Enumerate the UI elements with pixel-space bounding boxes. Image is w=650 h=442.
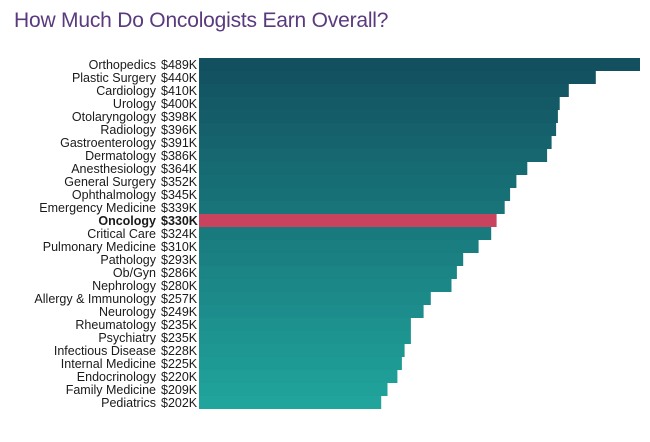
value-label-gastroenterology: $391K [161, 136, 198, 150]
bar-anesthesiology [199, 162, 528, 175]
category-label-infectious-disease: Infectious Disease [54, 344, 156, 358]
bar-allergy-immunology [199, 292, 431, 305]
bar-internal-medicine [199, 357, 402, 370]
bar-rheumatology [199, 318, 411, 331]
value-label-dermatology: $386K [161, 149, 198, 163]
category-label-nephrology: Nephrology [92, 279, 157, 293]
category-label-rheumatology: Rheumatology [75, 318, 156, 332]
category-label-critical-care: Critical Care [87, 227, 156, 241]
category-label-ophthalmology: Ophthalmology [72, 188, 157, 202]
bar-ophthalmology [199, 188, 511, 201]
value-label-cardiology: $410K [161, 84, 198, 98]
value-label-pathology: $293K [161, 253, 198, 267]
category-label-pulmonary-medicine: Pulmonary Medicine [43, 240, 156, 254]
value-label-pulmonary-medicine: $310K [161, 240, 198, 254]
value-label-infectious-disease: $228K [161, 344, 198, 358]
bar-oncology [199, 214, 497, 227]
category-label-anesthesiology: Anesthesiology [71, 162, 157, 176]
value-label-critical-care: $324K [161, 227, 198, 241]
value-label-ophthalmology: $345K [161, 188, 198, 202]
value-label-rheumatology: $235K [161, 318, 198, 332]
category-label-cardiology: Cardiology [96, 84, 157, 98]
value-label-allergy-immunology: $257K [161, 292, 198, 306]
category-label-general-surgery: General Surgery [64, 175, 156, 189]
value-label-endocrinology: $220K [161, 370, 198, 384]
category-label-family-medicine: Family Medicine [66, 383, 156, 397]
bar-endocrinology [199, 370, 398, 383]
category-label-orthopedics: Orthopedics [89, 58, 156, 72]
value-label-nephrology: $280K [161, 279, 198, 293]
category-label-urology: Urology [113, 97, 157, 111]
value-label-plastic-surgery: $440K [161, 71, 198, 85]
value-label-psychiatry: $235K [161, 331, 198, 345]
category-label-internal-medicine: Internal Medicine [61, 357, 156, 371]
category-label-oncology: Oncology [98, 214, 156, 228]
value-label-family-medicine: $209K [161, 383, 198, 397]
category-label-emergency-medicine: Emergency Medicine [39, 201, 156, 215]
category-label-radiology: Radiology [100, 123, 156, 137]
bar-nephrology [199, 279, 452, 292]
category-label-psychiatry: Psychiatry [98, 331, 156, 345]
bar-ob-gyn [199, 266, 457, 279]
bar-pulmonary-medicine [199, 240, 479, 253]
bars-layer [199, 58, 640, 409]
value-label-neurology: $249K [161, 305, 198, 319]
value-label-orthopedics: $489K [161, 58, 198, 72]
category-label-allergy-immunology: Allergy & Immunology [34, 292, 156, 306]
bar-infectious-disease [199, 344, 405, 357]
bar-critical-care [199, 227, 492, 240]
category-label-ob-gyn: Ob/Gyn [113, 266, 156, 280]
category-label-dermatology: Dermatology [85, 149, 157, 163]
category-label-otolaryngology: Otolaryngology [72, 110, 157, 124]
labels-layer: Orthopedics $489K Plastic Surgery $440K Card… [34, 58, 197, 410]
category-label-gastroenterology: Gastroenterology [60, 136, 157, 150]
bar-radiology [199, 123, 557, 136]
value-label-oncology: $330K [161, 214, 198, 228]
value-label-emergency-medicine: $339K [161, 201, 198, 215]
bar-neurology [199, 305, 424, 318]
value-label-general-surgery: $352K [161, 175, 198, 189]
bar-pathology [199, 253, 464, 266]
value-label-internal-medicine: $225K [161, 357, 198, 371]
category-label-plastic-surgery: Plastic Surgery [72, 71, 157, 85]
value-label-ob-gyn: $286K [161, 266, 198, 280]
category-label-pediatrics: Pediatrics [101, 396, 156, 410]
bar-plastic-surgery [199, 71, 596, 84]
value-label-radiology: $396K [161, 123, 198, 137]
bar-family-medicine [199, 383, 388, 396]
bar-cardiology [199, 84, 569, 97]
bar-pediatrics [199, 396, 382, 409]
bar-gastroenterology [199, 136, 552, 149]
category-label-endocrinology: Endocrinology [77, 370, 157, 384]
bar-emergency-medicine [199, 201, 505, 214]
category-label-neurology: Neurology [99, 305, 157, 319]
bar-psychiatry [199, 331, 411, 344]
category-label-pathology: Pathology [100, 253, 156, 267]
value-label-pediatrics: $202K [161, 396, 198, 410]
bar-otolaryngology [199, 110, 558, 123]
value-label-otolaryngology: $398K [161, 110, 198, 124]
bar-orthopedics [199, 58, 640, 71]
value-label-urology: $400K [161, 97, 198, 111]
bar-general-surgery [199, 175, 517, 188]
chart-title: How Much Do Oncologists Earn Overall? [14, 9, 389, 32]
bar-urology [199, 97, 560, 110]
bar-dermatology [199, 149, 548, 162]
value-label-anesthesiology: $364K [161, 162, 198, 176]
